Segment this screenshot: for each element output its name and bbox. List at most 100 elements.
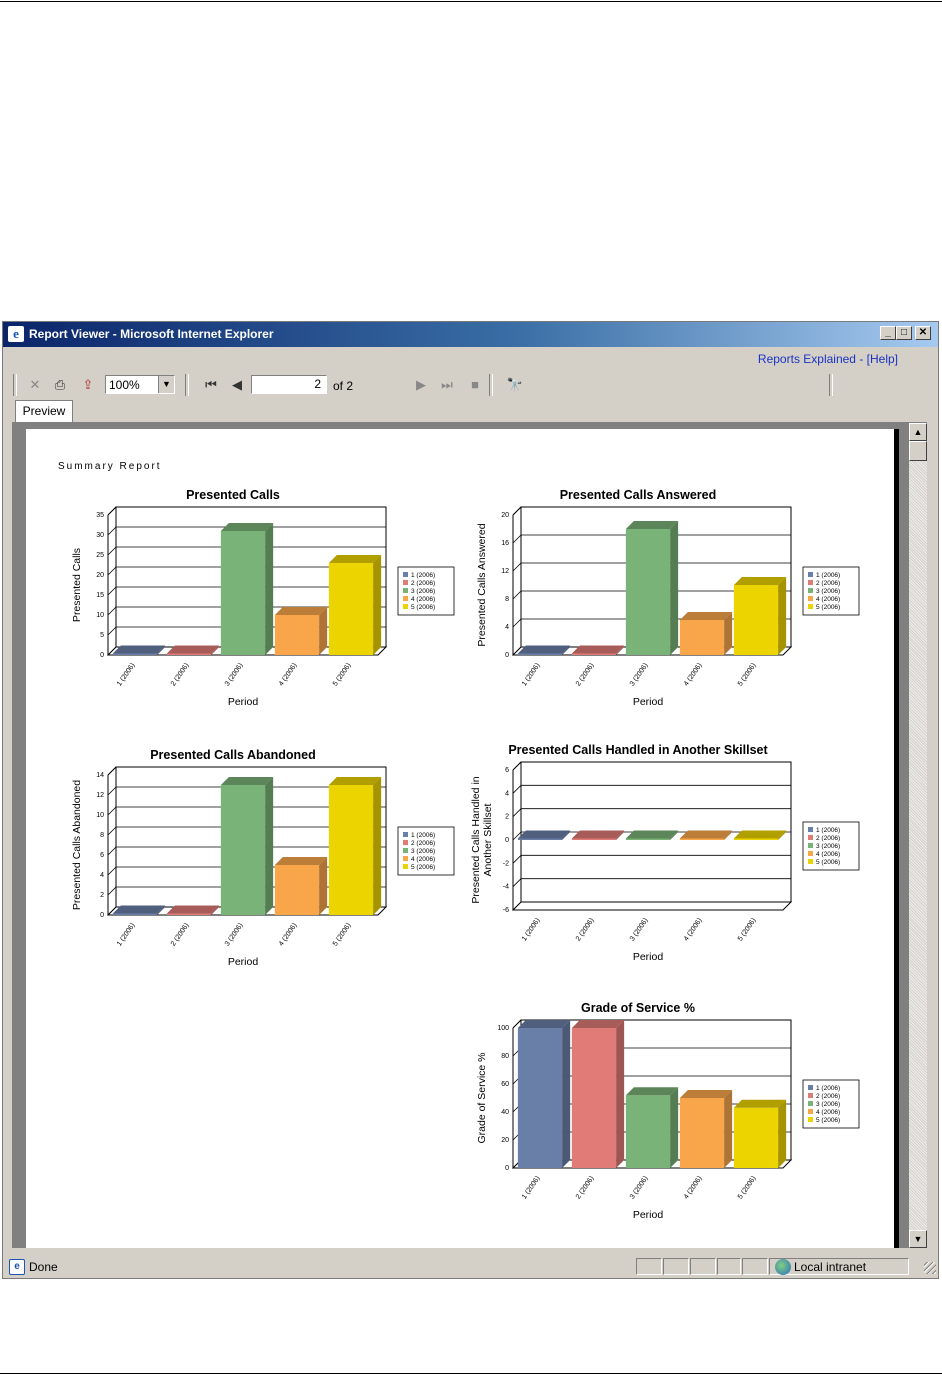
- legend-swatch: [808, 1093, 813, 1098]
- legend-swatch: [808, 596, 813, 601]
- chart-presented-calls-handled-another-skillset: Presented Calls Handled in Another Skill…: [451, 740, 876, 990]
- toolbar-separator: [489, 374, 493, 396]
- gridline-depth: [107, 546, 117, 556]
- resize-grip-icon[interactable]: [924, 1262, 936, 1274]
- legend-swatch: [808, 1085, 813, 1090]
- legend-swatch: [808, 851, 813, 856]
- y-tick-label: 4: [100, 872, 104, 879]
- reports-explained-link[interactable]: Reports Explained - [Help]: [757, 352, 898, 366]
- ie-icon: e: [8, 326, 24, 342]
- legend-label: 3 (2006): [816, 588, 840, 595]
- chart-presented-calls-abandoned: Presented Calls Abandoned 0 2 4 6 8 10 12 14 1 (2…: [46, 745, 471, 995]
- bar: [517, 1028, 563, 1168]
- gridline-depth: [512, 855, 522, 864]
- previous-page-icon[interactable]: ◀: [232, 377, 242, 392]
- bar-top: [328, 555, 382, 563]
- bar-side: [778, 1099, 787, 1168]
- stop-square-icon[interactable]: ■: [471, 377, 479, 392]
- bar-top: [220, 777, 274, 785]
- tab-preview[interactable]: Preview: [15, 400, 73, 422]
- y-tick-label: 20: [96, 572, 104, 579]
- chart-presented-calls: Presented Calls 0 5 10 15 20 25 30 35 1 (2006) 2 (…: [46, 485, 471, 735]
- y-tick-label: 15: [96, 592, 104, 599]
- chart-svg: Presented Calls Abandoned 0 2 4 6 8 10 12 14 1 (2…: [71, 748, 455, 968]
- bar-side: [319, 607, 328, 655]
- print-icon[interactable]: ⎙: [54, 377, 66, 392]
- bar-side: [724, 830, 733, 840]
- x-tick-label: 1 (2006): [116, 922, 137, 947]
- gridline-depth: [512, 618, 522, 628]
- chevron-down-icon[interactable]: ▼: [158, 376, 174, 393]
- legend-label: 5 (2006): [816, 859, 840, 866]
- page-done-icon: e: [9, 1259, 25, 1275]
- bar: [328, 785, 374, 915]
- gridline-depth: [107, 526, 117, 536]
- bar: [112, 913, 158, 915]
- bar: [679, 620, 725, 655]
- zoom-select[interactable]: 100% ▼: [105, 375, 175, 394]
- chart-title: Presented Calls: [186, 488, 280, 502]
- y-tick-label: -2: [503, 860, 509, 867]
- gridline-depth: [512, 590, 522, 600]
- legend-label: 1 (2006): [411, 572, 435, 579]
- x-tick-label: 3 (2006): [629, 1175, 650, 1200]
- search-binoculars-icon[interactable]: 🔭: [506, 377, 524, 392]
- close-button[interactable]: ✕: [915, 326, 931, 340]
- x-axis-label: Period: [228, 956, 259, 968]
- vertical-scrollbar[interactable]: ▲ ▼: [909, 423, 927, 1248]
- bar: [328, 563, 374, 655]
- x-tick-label: 1 (2006): [521, 917, 542, 942]
- export-icon[interactable]: ⇪: [82, 377, 94, 392]
- x-tick-label: 2 (2006): [575, 1175, 596, 1200]
- gridline-depth: [512, 506, 522, 516]
- legend-label: 2 (2006): [411, 840, 435, 847]
- x-tick-label: 4 (2006): [278, 922, 299, 947]
- bar-top: [625, 521, 679, 529]
- title-bar[interactable]: e Report Viewer - Microsoft Internet Exp…: [3, 322, 938, 347]
- bar-side: [778, 830, 787, 840]
- scroll-thumb[interactable]: [909, 441, 927, 461]
- chart-grade-of-service: Grade of Service % 0 20 40 60 80 100 1 (2006) 2 …: [451, 998, 876, 1248]
- y-tick-label: -4: [503, 884, 509, 891]
- legend-swatch: [808, 1117, 813, 1122]
- x-tick-label: 1 (2006): [116, 662, 137, 687]
- status-zone-cell: [769, 1258, 909, 1275]
- bar-top: [517, 645, 571, 654]
- toolbar-separator: [829, 374, 833, 396]
- y-axis-label: Presented Calls: [71, 548, 83, 622]
- gridline-depth: [512, 901, 522, 911]
- legend-swatch: [403, 856, 408, 861]
- chart-floor: [511, 901, 793, 911]
- y-axis-label: Grade of Service %: [476, 1052, 488, 1143]
- bar-side: [211, 645, 220, 655]
- x-tick-label: 4 (2006): [278, 662, 299, 687]
- scroll-up-icon[interactable]: ▲: [909, 423, 927, 441]
- bar-side: [373, 555, 382, 655]
- maximize-button[interactable]: □: [896, 326, 912, 340]
- security-zone: Local intranet: [794, 1260, 867, 1274]
- y-tick-label: -6: [503, 907, 509, 914]
- y-tick-label: 12: [501, 568, 509, 575]
- minimize-button[interactable]: _: [880, 326, 896, 340]
- legend-label: 3 (2006): [411, 848, 435, 855]
- legend-swatch: [808, 843, 813, 848]
- x-tick-label: 4 (2006): [683, 917, 704, 942]
- x-tick-label: 5 (2006): [332, 662, 353, 687]
- stop-icon[interactable]: ✕: [29, 377, 41, 392]
- bar-side: [562, 645, 571, 655]
- legend-swatch: [808, 572, 813, 577]
- last-page-icon[interactable]: ⏭: [441, 377, 453, 392]
- y-axis-label: Presented Calls Abandoned: [71, 780, 83, 910]
- legend-swatch: [403, 840, 408, 845]
- bar: [517, 838, 563, 840]
- bar: [166, 653, 212, 655]
- scroll-down-icon[interactable]: ▼: [909, 1230, 927, 1248]
- gridline-depth: [512, 878, 522, 887]
- first-page-icon[interactable]: ⏮: [205, 377, 217, 392]
- page-number-input[interactable]: 2: [251, 375, 327, 394]
- next-page-icon[interactable]: ▶: [416, 377, 426, 392]
- x-tick-label: 1 (2006): [521, 662, 542, 687]
- chart-title: Presented Calls Answered: [560, 488, 717, 502]
- y-tick-label: 0: [505, 837, 509, 844]
